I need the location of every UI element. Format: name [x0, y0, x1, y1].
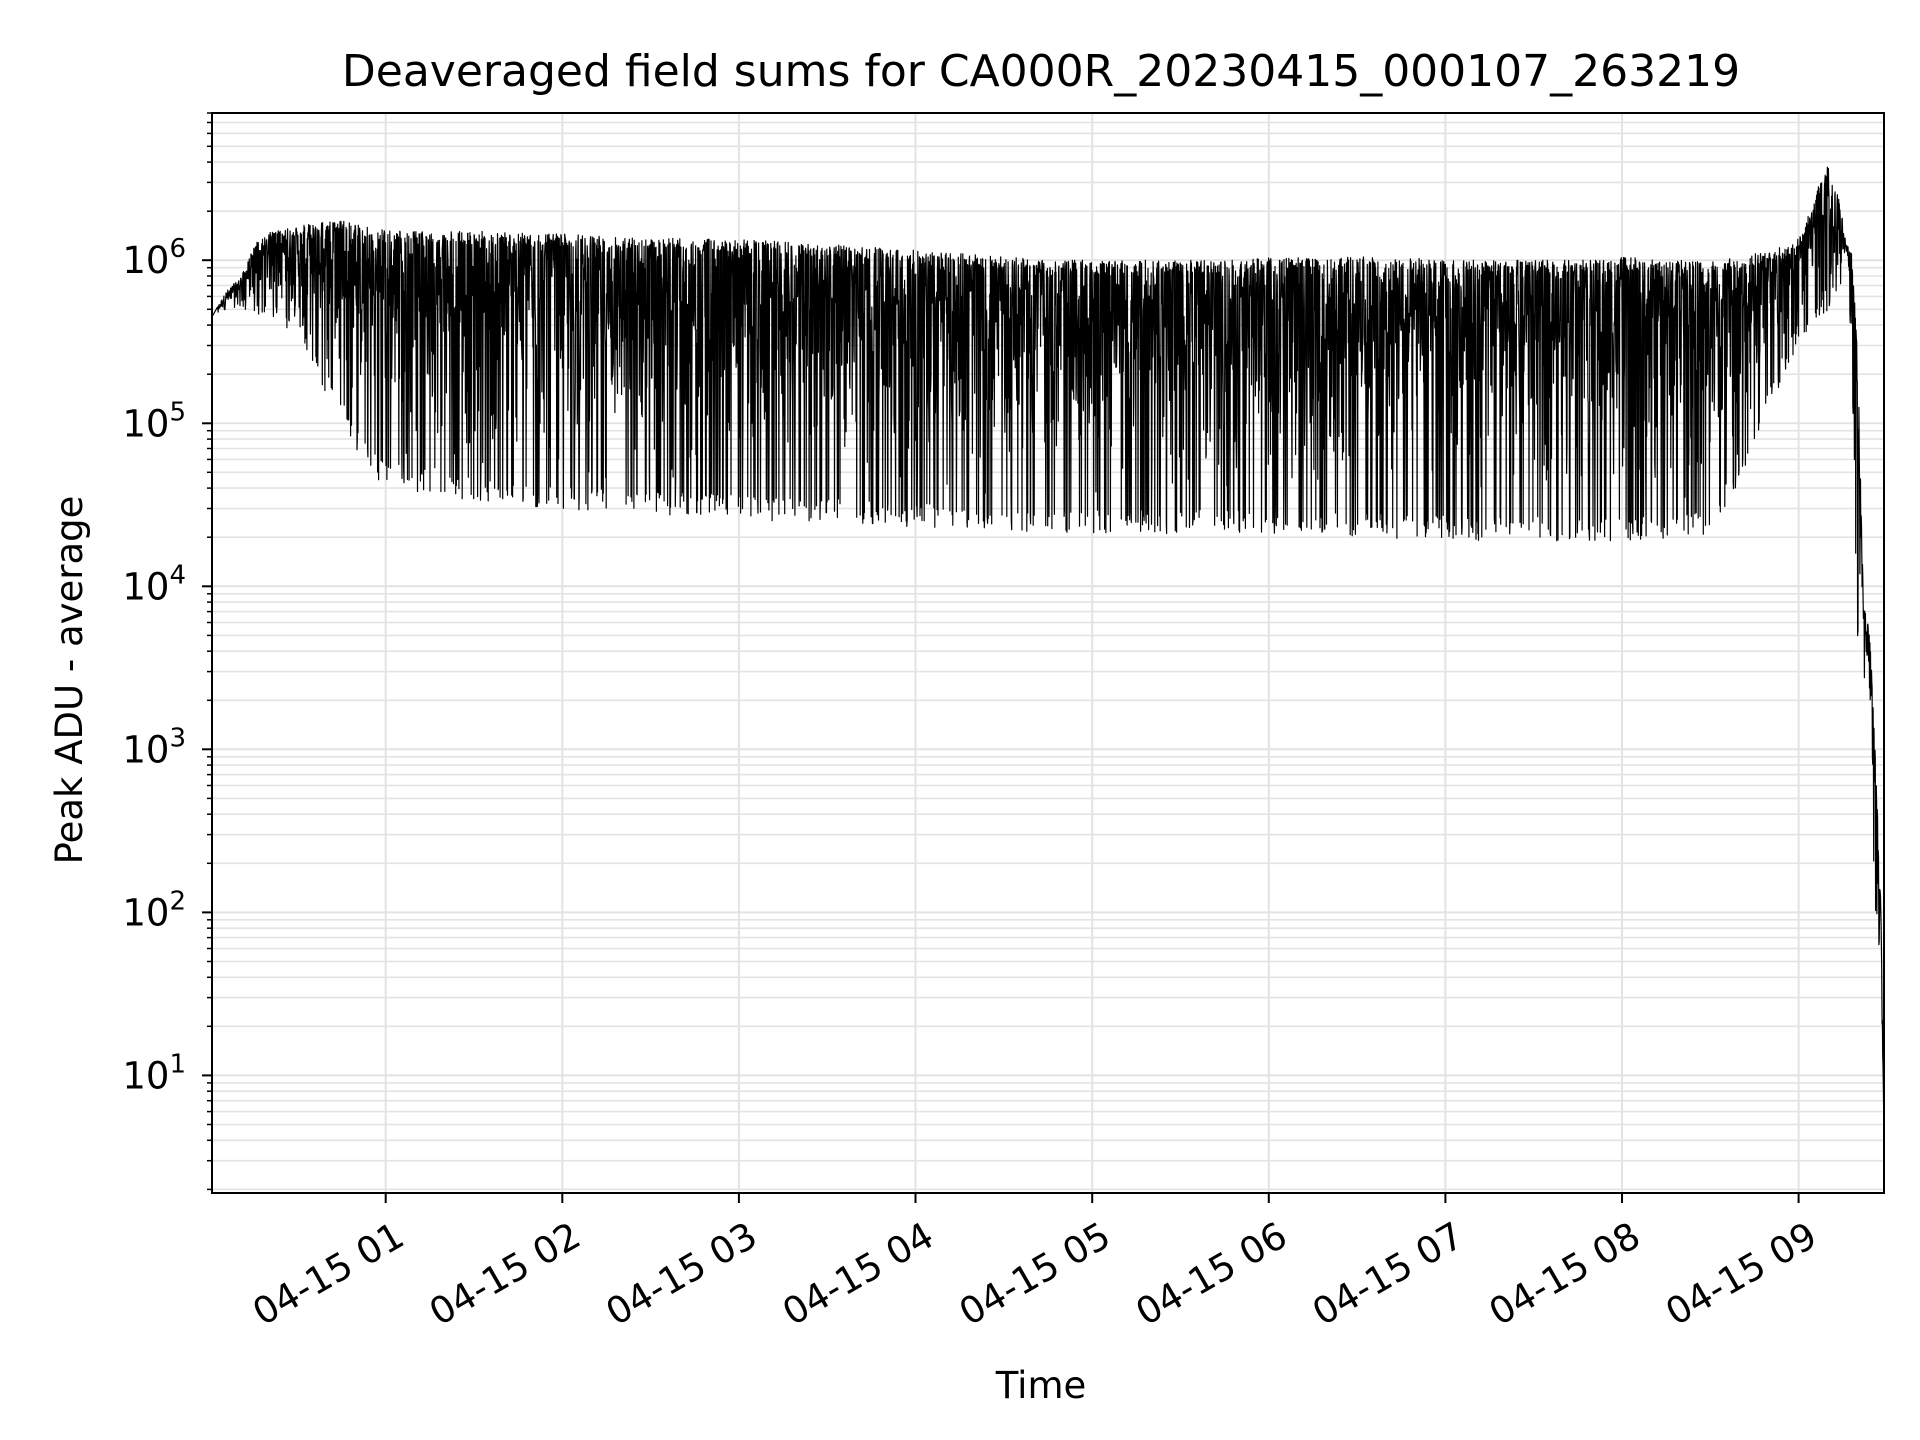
y-tick-exponent: 1 [169, 1049, 186, 1079]
y-tick-base: 10 [122, 239, 169, 282]
y-tick-exponent: 3 [169, 723, 186, 753]
y-tick-exponent: 4 [169, 560, 186, 590]
y-tick-label: 102 [122, 886, 186, 934]
y-tick-exponent: 5 [169, 397, 186, 427]
chart-title: Deaveraged field sums for CA000R_2023041… [342, 46, 1740, 97]
y-tick-label: 104 [122, 560, 186, 608]
y-tick-label: 103 [122, 723, 186, 771]
x-axis-label: Time [995, 1364, 1087, 1407]
y-tick-label: 106 [122, 234, 186, 282]
data-line [211, 166, 1885, 1141]
y-tick-label: 105 [122, 397, 186, 445]
y-tick-exponent: 6 [169, 234, 186, 264]
y-tick-base: 10 [122, 402, 169, 445]
y-tick-label: 101 [122, 1049, 186, 1097]
plot-area-frame [211, 112, 1885, 1194]
y-tick-base: 10 [122, 565, 169, 608]
y-tick-base: 10 [122, 891, 169, 934]
y-tick-base: 10 [122, 728, 169, 771]
y-tick-base: 10 [122, 1054, 169, 1097]
data-series [211, 166, 1885, 1141]
y-axis-label: Peak ADU - average [48, 496, 91, 865]
y-tick-exponent: 2 [169, 886, 186, 916]
